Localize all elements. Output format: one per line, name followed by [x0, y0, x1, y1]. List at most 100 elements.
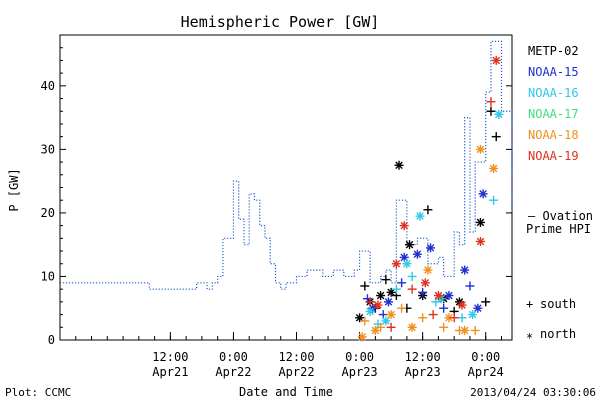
- north-marker: [399, 221, 409, 231]
- south-marker: [423, 205, 433, 215]
- y-tick-label: 0: [48, 333, 55, 347]
- legend-entry: METP-02: [528, 44, 579, 58]
- north-marker: [415, 211, 425, 221]
- x-tick-time-label: 12:00: [152, 350, 188, 364]
- legend-entry: NOAA-18: [528, 128, 579, 142]
- south-marker: [428, 310, 438, 320]
- x-tick-time-label: 0:00: [345, 350, 374, 364]
- north-marker: [355, 313, 365, 323]
- north-marker: [357, 332, 367, 342]
- south-marker: [386, 322, 396, 332]
- x-tick-time-label: 12:00: [278, 350, 314, 364]
- y-tick-label: 30: [41, 142, 55, 156]
- south-marker: [381, 275, 391, 285]
- legend-entry: NOAA-16: [528, 86, 579, 100]
- x-tick-day-label: Apr23: [405, 365, 441, 379]
- south-marker: [465, 281, 475, 291]
- north-marker: [370, 325, 380, 335]
- north-marker: [475, 217, 485, 227]
- south-marker: [486, 106, 496, 116]
- x-tick-day-label: Apr23: [342, 365, 378, 379]
- north-marker: [383, 297, 393, 307]
- north-marker: [460, 325, 470, 335]
- south-marker: [439, 322, 449, 332]
- north-marker: [489, 163, 499, 173]
- x-axis: 12:00Apr210:00Apr2212:00Apr220:00Apr2312…: [59, 332, 504, 379]
- south-marker: [470, 325, 480, 335]
- north-marker: [405, 240, 415, 250]
- north-marker: [412, 249, 422, 259]
- x-tick-day-label: Apr24: [468, 365, 504, 379]
- footer-timestamp: 2013/04/24 03:30:06: [470, 386, 596, 399]
- x-tick-time-label: 0:00: [471, 350, 500, 364]
- north-marker: [433, 291, 443, 301]
- south-marker: [486, 97, 496, 107]
- legend-entry: NOAA-19: [528, 149, 579, 163]
- south-marker: [491, 132, 501, 142]
- north-marker: [381, 316, 391, 326]
- north-marker: [394, 160, 404, 170]
- north-marker: [460, 265, 470, 275]
- south-marker: [457, 313, 467, 323]
- north-marker: [365, 306, 375, 316]
- north-marker: [494, 109, 504, 119]
- north-marker: [444, 291, 454, 301]
- south-marker: [397, 303, 407, 313]
- north-marker: [376, 291, 386, 301]
- north-marker: [468, 310, 478, 320]
- north-marker: [373, 300, 383, 310]
- north-marker: [473, 303, 483, 313]
- north-marker: [423, 265, 433, 275]
- y-axis-label: P [GW]: [7, 168, 21, 211]
- x-tick-day-label: Apr22: [215, 365, 251, 379]
- north-marker: [426, 243, 436, 253]
- south-marker: [449, 313, 459, 323]
- x-tick-time-label: 12:00: [405, 350, 441, 364]
- footer-plot-credit: Plot: CCMC: [5, 386, 71, 399]
- y-tick-label: 20: [41, 206, 55, 220]
- legend: METP-02 NOAA-15 NOAA-16 NOAA-17 NOAA-18 NOAA-…: [528, 44, 579, 163]
- symbol-key-symbol: *: [526, 331, 533, 345]
- symbol-key-label: north: [540, 327, 576, 341]
- ovation-legend-label: — Ovation: [528, 209, 593, 223]
- y-tick-label: 40: [41, 79, 55, 93]
- south-marker: [407, 284, 417, 294]
- south-marker: [489, 195, 499, 205]
- x-tick-day-label: Apr22: [278, 365, 314, 379]
- chart-title: Hemispheric Power [GW]: [181, 13, 380, 31]
- x-axis-label: Date and Time: [239, 385, 333, 399]
- ovation-legend-label-2: Prime HPI: [526, 222, 591, 236]
- north-marker: [457, 300, 467, 310]
- south-marker: [439, 303, 449, 313]
- south-marker: [418, 313, 428, 323]
- y-axis: 0 10 20 30 40: [41, 34, 512, 347]
- north-marker: [386, 310, 396, 320]
- north-marker: [402, 259, 412, 269]
- south-marker: [397, 278, 407, 288]
- north-marker: [420, 278, 430, 288]
- y-tick-label: 10: [41, 269, 55, 283]
- north-marker: [407, 322, 417, 332]
- south-marker: [481, 297, 491, 307]
- symbol-key-label: south: [540, 297, 576, 311]
- north-marker: [386, 287, 396, 297]
- south-marker: [407, 271, 417, 281]
- south-marker: [360, 316, 370, 326]
- south-marker: [360, 281, 370, 291]
- south-marker: [391, 284, 401, 294]
- legend-entry: NOAA-17: [528, 107, 579, 121]
- north-marker: [478, 189, 488, 199]
- north-marker: [391, 259, 401, 269]
- north-marker: [475, 144, 485, 154]
- x-tick-time-label: 0:00: [219, 350, 248, 364]
- symbol-key-symbol: +: [526, 297, 533, 311]
- symbol-key: + south * north: [526, 297, 576, 345]
- south-marker: [418, 287, 428, 297]
- south-marker: [365, 297, 375, 307]
- data-points: [355, 55, 504, 342]
- ovation-prime-hpi-line: [60, 40, 513, 290]
- legend-entry: NOAA-15: [528, 65, 579, 79]
- north-marker: [491, 55, 501, 65]
- north-marker: [475, 237, 485, 247]
